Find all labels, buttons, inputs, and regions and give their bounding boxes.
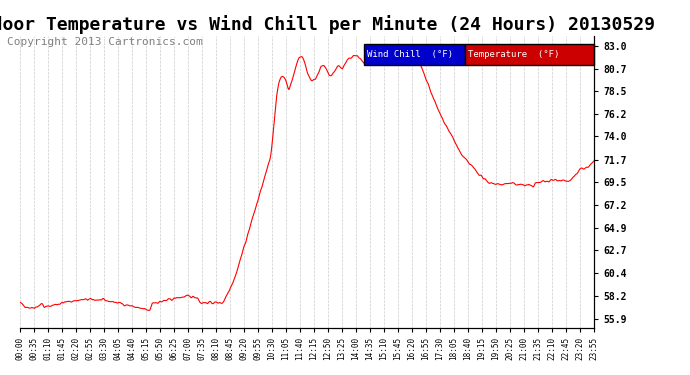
Title: Outdoor Temperature vs Wind Chill per Minute (24 Hours) 20130529: Outdoor Temperature vs Wind Chill per Mi…	[0, 15, 655, 34]
Text: Copyright 2013 Cartronics.com: Copyright 2013 Cartronics.com	[7, 37, 203, 47]
FancyBboxPatch shape	[465, 44, 594, 65]
FancyBboxPatch shape	[364, 44, 465, 65]
Text: Wind Chill  (°F): Wind Chill (°F)	[367, 50, 453, 59]
Text: Temperature  (°F): Temperature (°F)	[468, 50, 559, 59]
